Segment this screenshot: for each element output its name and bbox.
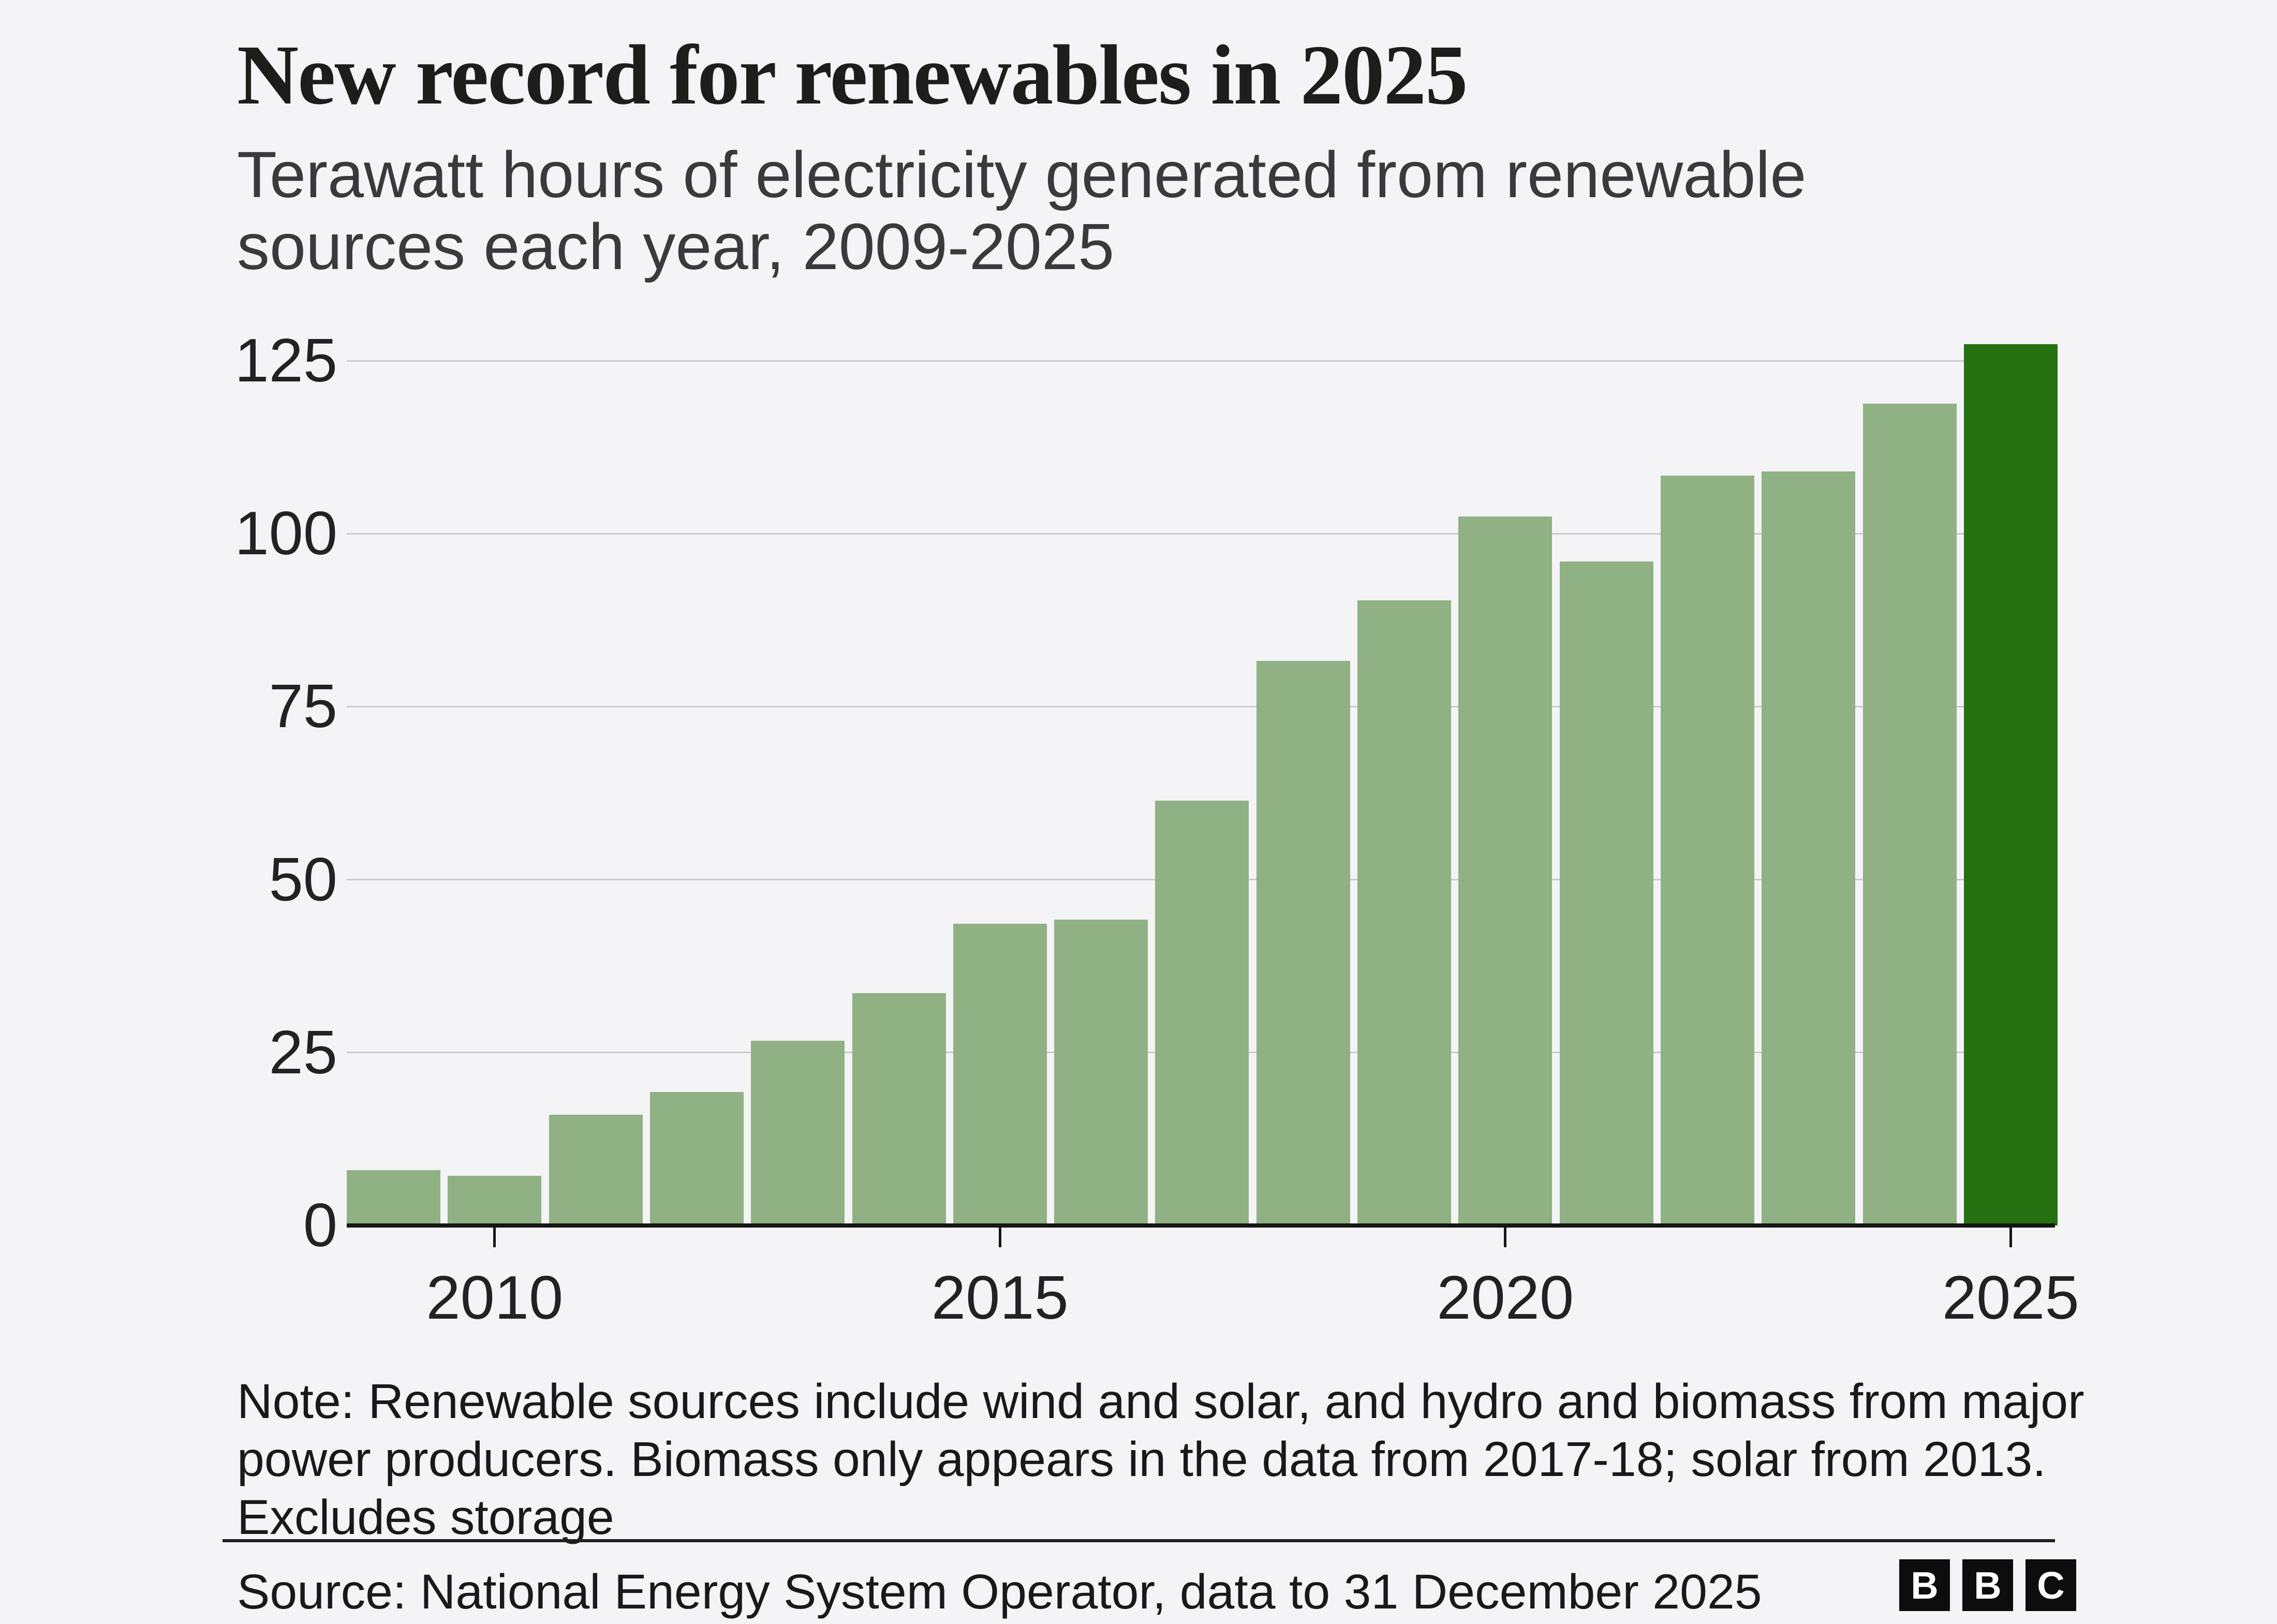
bar-2009 [347, 1170, 440, 1226]
page-subtitle: Terawatt hours of electricity generated … [237, 138, 1807, 283]
bar-2013 [751, 1041, 845, 1226]
y-axis-label-0: 0 [303, 1191, 337, 1260]
bar-2022 [1660, 475, 1754, 1226]
bar-2024 [1862, 403, 1957, 1226]
bar-2017 [1155, 801, 1249, 1226]
bar-2025 [1963, 344, 2058, 1226]
bar-2016 [1054, 920, 1148, 1226]
x-axis-line [347, 1223, 2055, 1228]
x-axis-label-2025: 2025 [1942, 1263, 2079, 1332]
x-axis-label-2015: 2015 [931, 1263, 1069, 1332]
x-tick-2020 [1504, 1228, 1507, 1247]
page-title: New record for renewables in 2025 [237, 27, 1468, 122]
bar-2014 [852, 993, 946, 1226]
x-axis-label-2010: 2010 [426, 1263, 564, 1332]
x-tick-2010 [493, 1228, 496, 1247]
bar-2012 [649, 1091, 744, 1226]
bar-2011 [549, 1115, 643, 1226]
bbc-logo-block-b: B [1899, 1559, 1950, 1611]
bar-2019 [1357, 600, 1451, 1226]
y-axis-label-50: 50 [269, 845, 337, 914]
bar-2020 [1458, 516, 1552, 1226]
chart-note: Note: Renewable sources include wind and… [237, 1374, 2084, 1545]
chart-source: Source: National Energy System Operator,… [237, 1564, 1762, 1619]
bbc-logo-block-b: B [1962, 1559, 2013, 1611]
x-tick-2025 [2009, 1228, 2012, 1247]
bar-2018 [1256, 661, 1350, 1226]
y-axis-label-100: 100 [234, 499, 337, 568]
y-axis-label-25: 25 [269, 1017, 337, 1087]
bar-2015 [953, 924, 1047, 1226]
footer-divider [223, 1539, 2055, 1542]
gridline-125 [347, 360, 2055, 362]
gridline-100 [347, 533, 2055, 535]
x-tick-2015 [998, 1228, 1001, 1247]
gridline-75 [347, 705, 2055, 707]
bbc-logo-block-c: C [2025, 1559, 2076, 1611]
y-axis-label-125: 125 [234, 326, 337, 395]
bar-2021 [1559, 561, 1653, 1226]
bar-2010 [448, 1175, 542, 1226]
bar-2023 [1762, 471, 1856, 1226]
y-axis-label-75: 75 [269, 672, 337, 741]
x-axis-label-2020: 2020 [1437, 1263, 1574, 1332]
